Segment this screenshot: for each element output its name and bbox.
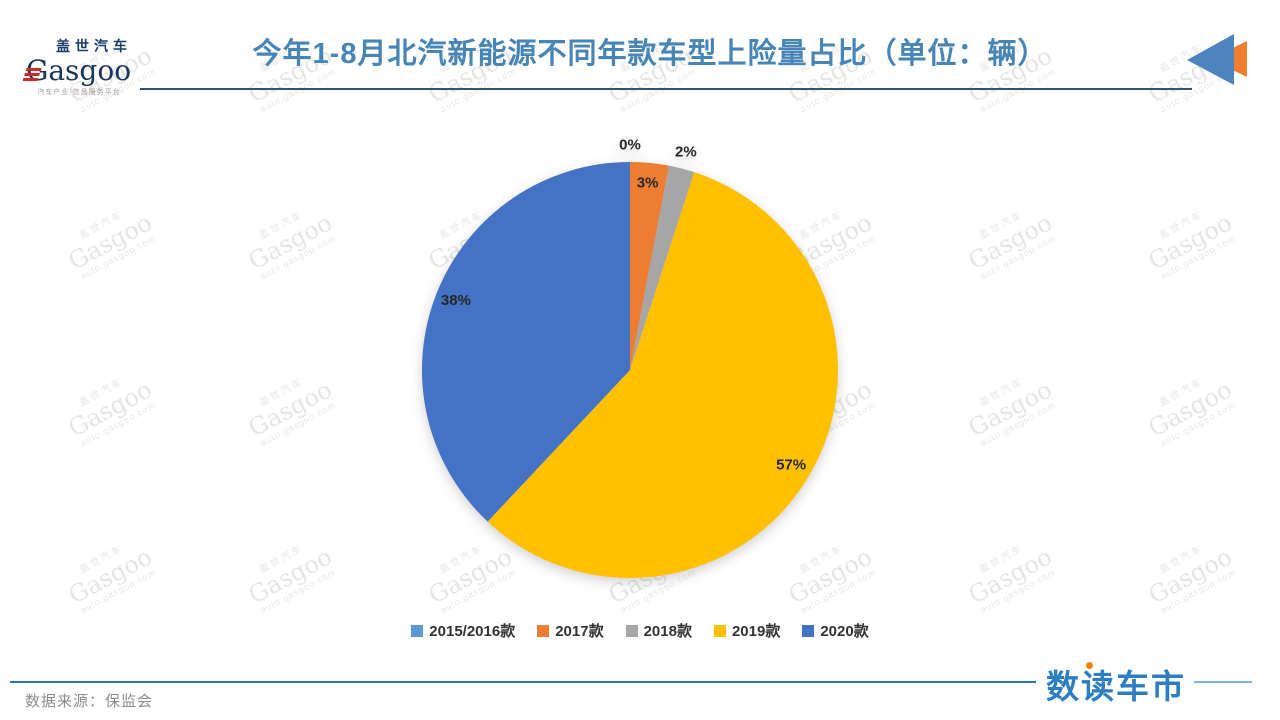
pie-chart: 0% 3% 2% 57% 38% [390,120,870,605]
gasgoo-logo-cn: 盖世汽车 [56,38,132,54]
pie-data-label-2015/2016款: 0% [619,136,641,153]
brand-logo: 数读车市 [1046,660,1186,708]
chart-legend: 2015/2016款 2017款 2018款 2019款 2020款 [0,620,1280,641]
legend-label: 2020款 [820,623,869,640]
legend-label: 2015/2016款 [429,623,516,640]
legend-swatch [411,624,424,637]
brand-logo-text: 数读车市 [1046,668,1186,705]
pie-slice-2018款 [630,165,695,370]
legend-item-2020款: 2020款 [802,620,869,641]
gasgoo-logo-text: Gasgoo [26,54,132,87]
legend-swatch [802,624,815,637]
pie-slice-2017款 [630,162,669,370]
pie-data-label-2020款: 38% [441,292,471,309]
rewind-triangles-icon [1187,34,1247,85]
pie-slice-2020款 [421,162,630,522]
legend-item-2018款: 2018款 [625,620,692,641]
pie-data-label-2018款: 2% [675,143,697,160]
gasgoo-logo-tagline: 汽车产业·信息服务平台 [37,89,121,96]
footer-divider [10,681,1036,683]
pie-data-label-2019款: 57% [776,456,806,473]
gasgoo-logo-stripes-icon [23,68,42,81]
chart-title: 今年1-8月北汽新能源不同年款车型上险量占比（单位：辆） [252,38,1048,70]
pie-slice-2019款 [487,172,838,578]
data-source-note: 数据来源：保监会 [25,693,154,710]
legend-item-2019款: 2019款 [713,620,781,641]
gasgoo-logo: 盖世汽车 Gasgoo 汽车产业·信息服务平台 [23,36,132,97]
legend-label: 2017款 [555,623,604,640]
brand-logo-dot [1086,662,1093,669]
legend-swatch [625,624,638,637]
footer-divider-right [1194,681,1252,683]
legend-item-2017款: 2017款 [537,620,604,641]
pie-data-label-2017款: 3% [637,175,659,192]
legend-swatch [537,624,550,637]
legend-label: 2019款 [731,623,781,640]
legend-swatch [713,624,726,637]
legend-item-2015/2016款: 2015/2016款 [411,620,515,641]
header-divider [140,88,1192,90]
legend-label: 2018款 [643,623,692,640]
